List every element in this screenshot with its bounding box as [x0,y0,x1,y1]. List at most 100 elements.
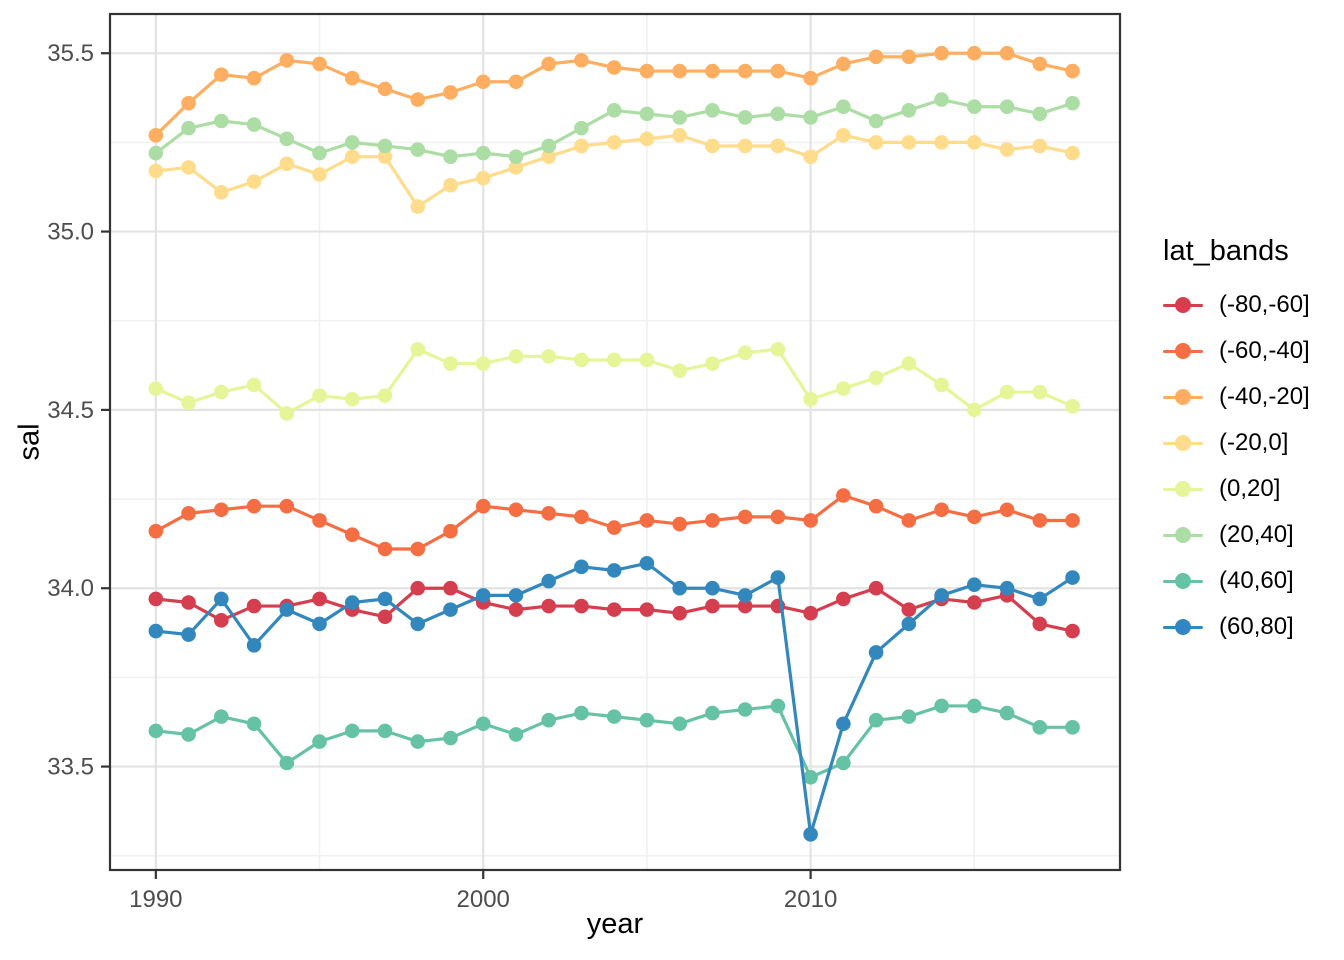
series-point-(-80,-60] [803,605,818,621]
series-point-(0,20] [737,345,753,361]
series-point-(0,20] [279,406,295,421]
series-point-(0,20] [836,381,851,396]
legend: lat_bands (-80,-60] (-60,-40] (-40,-20] … [1163,235,1310,650]
series-point-(0,20] [508,349,524,364]
series-point-(0,20] [541,349,557,364]
series-point-(60,80] [246,638,262,653]
series-point-(-20,0] [770,138,786,154]
series-point-(-80,-60] [1065,623,1080,639]
y-tick-label: 34.5 [47,397,94,424]
series-point-(-80,-60] [312,591,327,607]
series-point-(-40,-20] [377,81,393,97]
legend-key-icon [1163,388,1203,406]
series-point-(-20,0] [672,127,687,143]
series-point-(60,80] [1032,591,1048,607]
series-point-(60,80] [934,588,949,603]
series-point-(20,40] [901,103,917,118]
series-point-(40,60] [508,727,524,742]
series-point-(20,40] [148,145,164,161]
series-point-(40,60] [148,723,164,739]
series-point-(-40,-20] [770,63,786,79]
series-point-(60,80] [279,602,295,617]
x-tick-label: 2000 [457,886,510,913]
series-point-(20,40] [1065,95,1080,111]
series-point-(-80,-60] [214,613,229,628]
series-point-(-80,-60] [737,598,753,614]
legend-key-icon [1163,434,1203,452]
series-point-(40,60] [606,709,622,724]
series-point-(-20,0] [705,138,720,154]
series-point-(60,80] [868,645,884,660]
series-point-(40,60] [967,698,982,714]
series-point-(-20,0] [574,138,589,154]
series-point-(-80,-60] [246,598,262,614]
series-point-(60,80] [541,573,557,589]
series-point-(40,60] [312,734,327,749]
series-point-(40,60] [836,755,851,771]
series-point-(40,60] [475,716,491,732]
series-point-(40,60] [443,730,458,746]
series-point-(-40,-20] [475,74,491,90]
series-point-(-40,-20] [246,70,262,86]
legend-item: (-20,0] [1163,420,1310,466]
series-point-(40,60] [672,716,687,732]
series-point-(-20,0] [377,149,393,164]
series-point-(-20,0] [606,135,622,150]
series-point-(-20,0] [279,156,295,172]
series-point-(0,20] [344,391,360,407]
series-point-(-40,-20] [999,45,1015,61]
series-point-(-80,-60] [639,602,655,617]
y-tick-label: 35.0 [47,219,94,246]
series-point-(40,60] [279,755,295,771]
series-point-(60,80] [737,588,753,603]
series-point-(-20,0] [443,177,458,193]
series-point-(60,80] [312,616,327,632]
series-point-(40,60] [705,705,720,721]
series-point-(-60,-40] [770,509,786,525]
series-point-(-40,-20] [148,127,164,143]
series-point-(60,80] [672,580,687,596]
series-point-(-20,0] [639,131,655,147]
series-point-(-60,-40] [999,502,1015,518]
series-point-(40,60] [377,723,393,739]
series-point-(-40,-20] [279,53,295,68]
series-point-(-40,-20] [508,74,524,90]
series-point-(-60,-40] [672,516,687,532]
y-tick-label: 33.5 [47,754,94,781]
series-point-(0,20] [606,352,622,368]
series-point-(-60,-40] [901,513,917,528]
series-point-(20,40] [705,103,720,118]
series-point-(20,40] [214,113,229,129]
series-point-(-40,-20] [803,70,818,86]
series-point-(-20,0] [999,142,1015,157]
series-point-(60,80] [148,623,164,639]
series-point-(40,60] [999,705,1015,721]
series-point-(20,40] [508,149,524,164]
series-point-(60,80] [344,595,360,610]
series-point-(60,80] [705,580,720,596]
series-point-(-20,0] [934,135,949,150]
series-point-(0,20] [475,356,491,371]
series-point-(-20,0] [868,135,884,150]
series-point-(-80,-60] [443,580,458,596]
series-point-(60,80] [770,570,786,585]
series-point-(0,20] [967,402,982,418]
series-point-(0,20] [214,384,229,400]
series-point-(-40,-20] [868,49,884,65]
series-point-(20,40] [639,106,655,122]
series-point-(40,60] [214,709,229,724]
legend-key-icon [1163,342,1203,360]
series-point-(0,20] [246,377,262,393]
series-point-(-20,0] [737,138,753,154]
series-point-(-60,-40] [344,527,360,543]
series-point-(-60,-40] [312,513,327,528]
series-point-(20,40] [475,145,491,161]
series-point-(60,80] [508,588,524,603]
series-point-(20,40] [246,117,262,132]
series-point-(-60,-40] [1032,513,1048,528]
series-point-(0,20] [705,356,720,371]
series-point-(40,60] [868,712,884,728]
series-point-(0,20] [999,384,1015,400]
series-point-(-40,-20] [639,63,655,79]
